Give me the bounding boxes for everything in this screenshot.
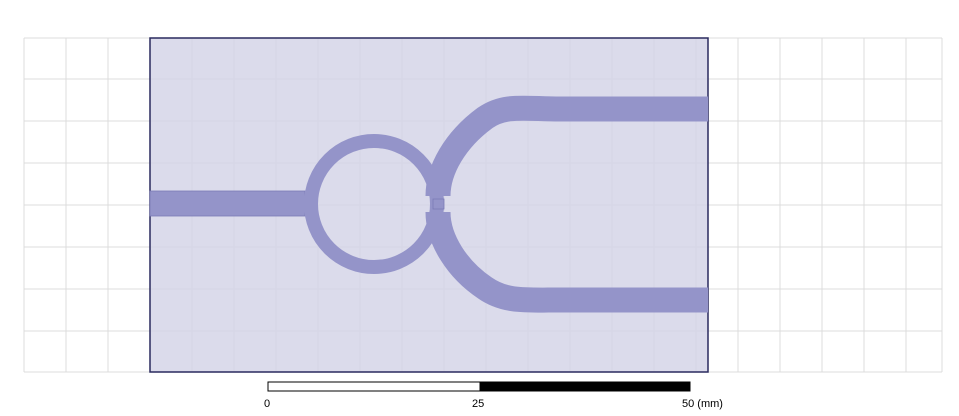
conductor-traces [149,95,708,313]
lower-output-arm [425,211,708,313]
upper-output-arm [425,95,708,197]
scale-label-end: 50 (mm) [682,398,723,410]
scale-label-mid: 25 [472,398,484,410]
isolation-resistor-pad [432,198,445,210]
input-feed-line [149,190,306,217]
scale-bar-white-segment [267,381,481,392]
scale-bar-black-segment [479,381,691,392]
scale-bar: 0 25 50 (mm) [264,381,723,410]
scale-label-start: 0 [264,398,270,410]
